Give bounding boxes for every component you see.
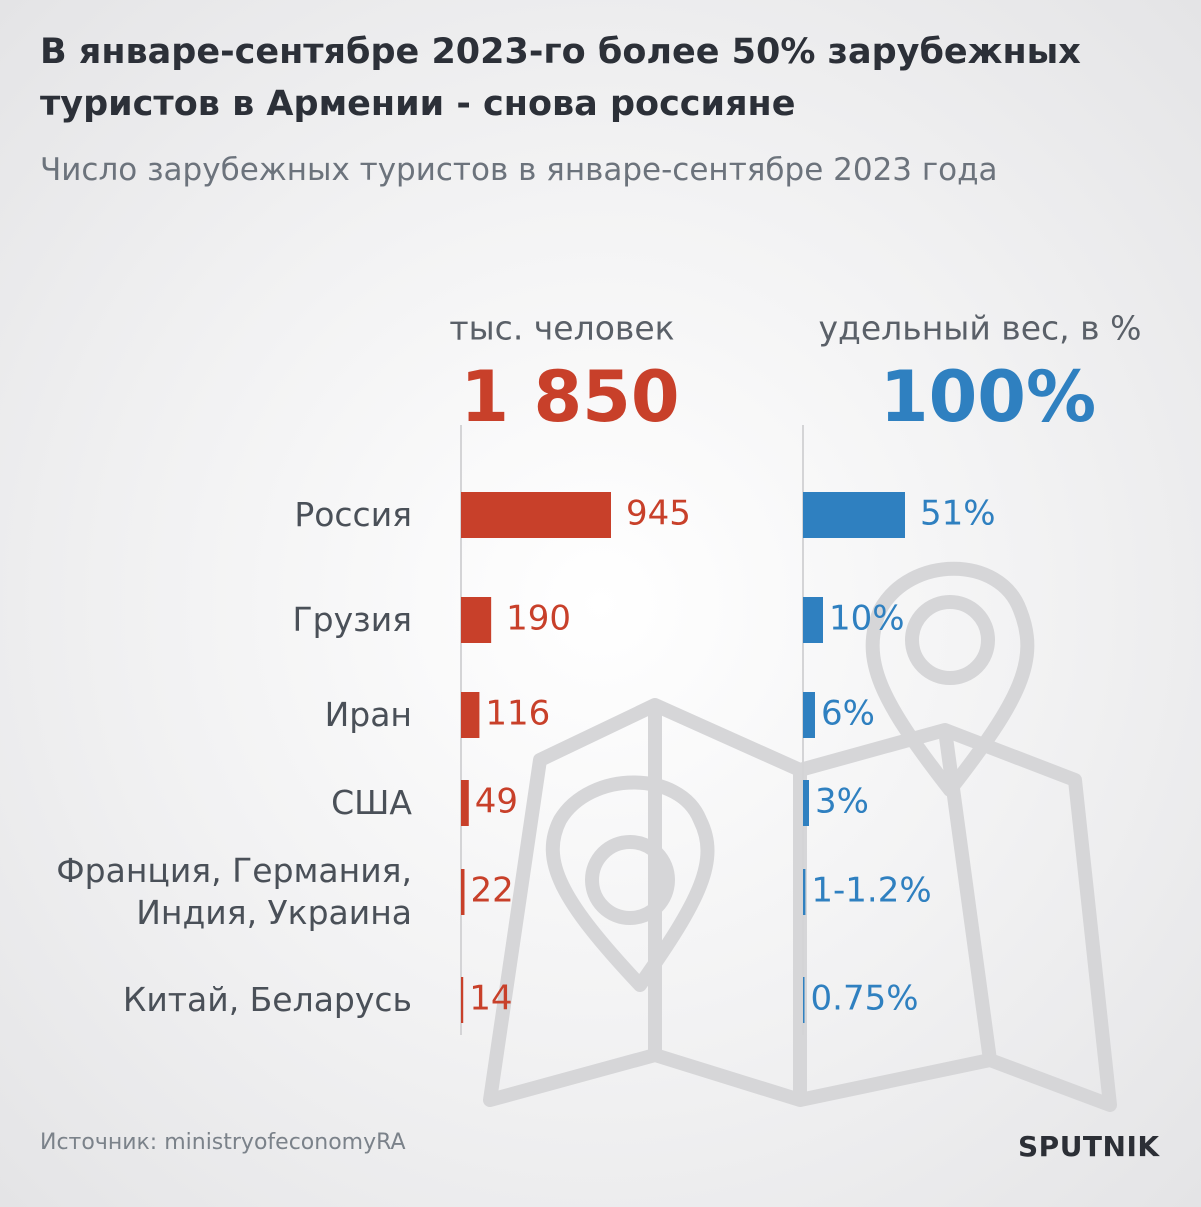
series-name: тыс. человек: [449, 309, 674, 348]
bar: [461, 977, 464, 1023]
bar: [461, 692, 480, 738]
category-label: Китай, Беларусь: [122, 980, 412, 1019]
value-label: 51%: [920, 494, 996, 534]
bar: [461, 492, 611, 538]
value-label: 49: [475, 782, 518, 822]
bar: [803, 869, 806, 915]
bar: [803, 780, 809, 826]
bar: [803, 597, 823, 643]
value-label: 22: [470, 871, 513, 911]
series-total: 1 850: [460, 356, 679, 438]
value-label: 1-1.2%: [811, 871, 931, 911]
series-total: 100%: [880, 356, 1096, 438]
category-label: Франция, Германия, Индия, Украина: [56, 851, 412, 932]
value-label: 6%: [821, 694, 875, 734]
category-label: США: [331, 783, 412, 822]
value-label: 10%: [829, 599, 905, 639]
category-label: Россия: [294, 495, 412, 534]
bar: [803, 692, 815, 738]
category-label: Иран: [324, 695, 412, 734]
series-name: удельный вес, в %: [819, 309, 1142, 348]
logo: SPUTNIK: [1018, 1130, 1160, 1163]
map-icon: [483, 561, 1117, 1112]
bar: [803, 977, 805, 1023]
value-label: 0.75%: [811, 979, 919, 1019]
value-label: 945: [626, 494, 691, 534]
bar: [461, 597, 492, 643]
value-label: 190: [506, 599, 571, 639]
bar: [461, 869, 465, 915]
value-label: 116: [485, 694, 550, 734]
chart-subtitle: Число зарубежных туристов в январе-сентя…: [40, 152, 998, 188]
source: Источник: ministryofeconomyRA: [40, 1130, 406, 1155]
bar: [461, 780, 469, 826]
bar: [803, 492, 905, 538]
chart-title: В январе-сентябре 2023-го более 50% зару…: [40, 32, 1081, 124]
value-label: 14: [469, 979, 512, 1019]
value-label: 3%: [815, 782, 869, 822]
category-label: Грузия: [292, 600, 412, 639]
